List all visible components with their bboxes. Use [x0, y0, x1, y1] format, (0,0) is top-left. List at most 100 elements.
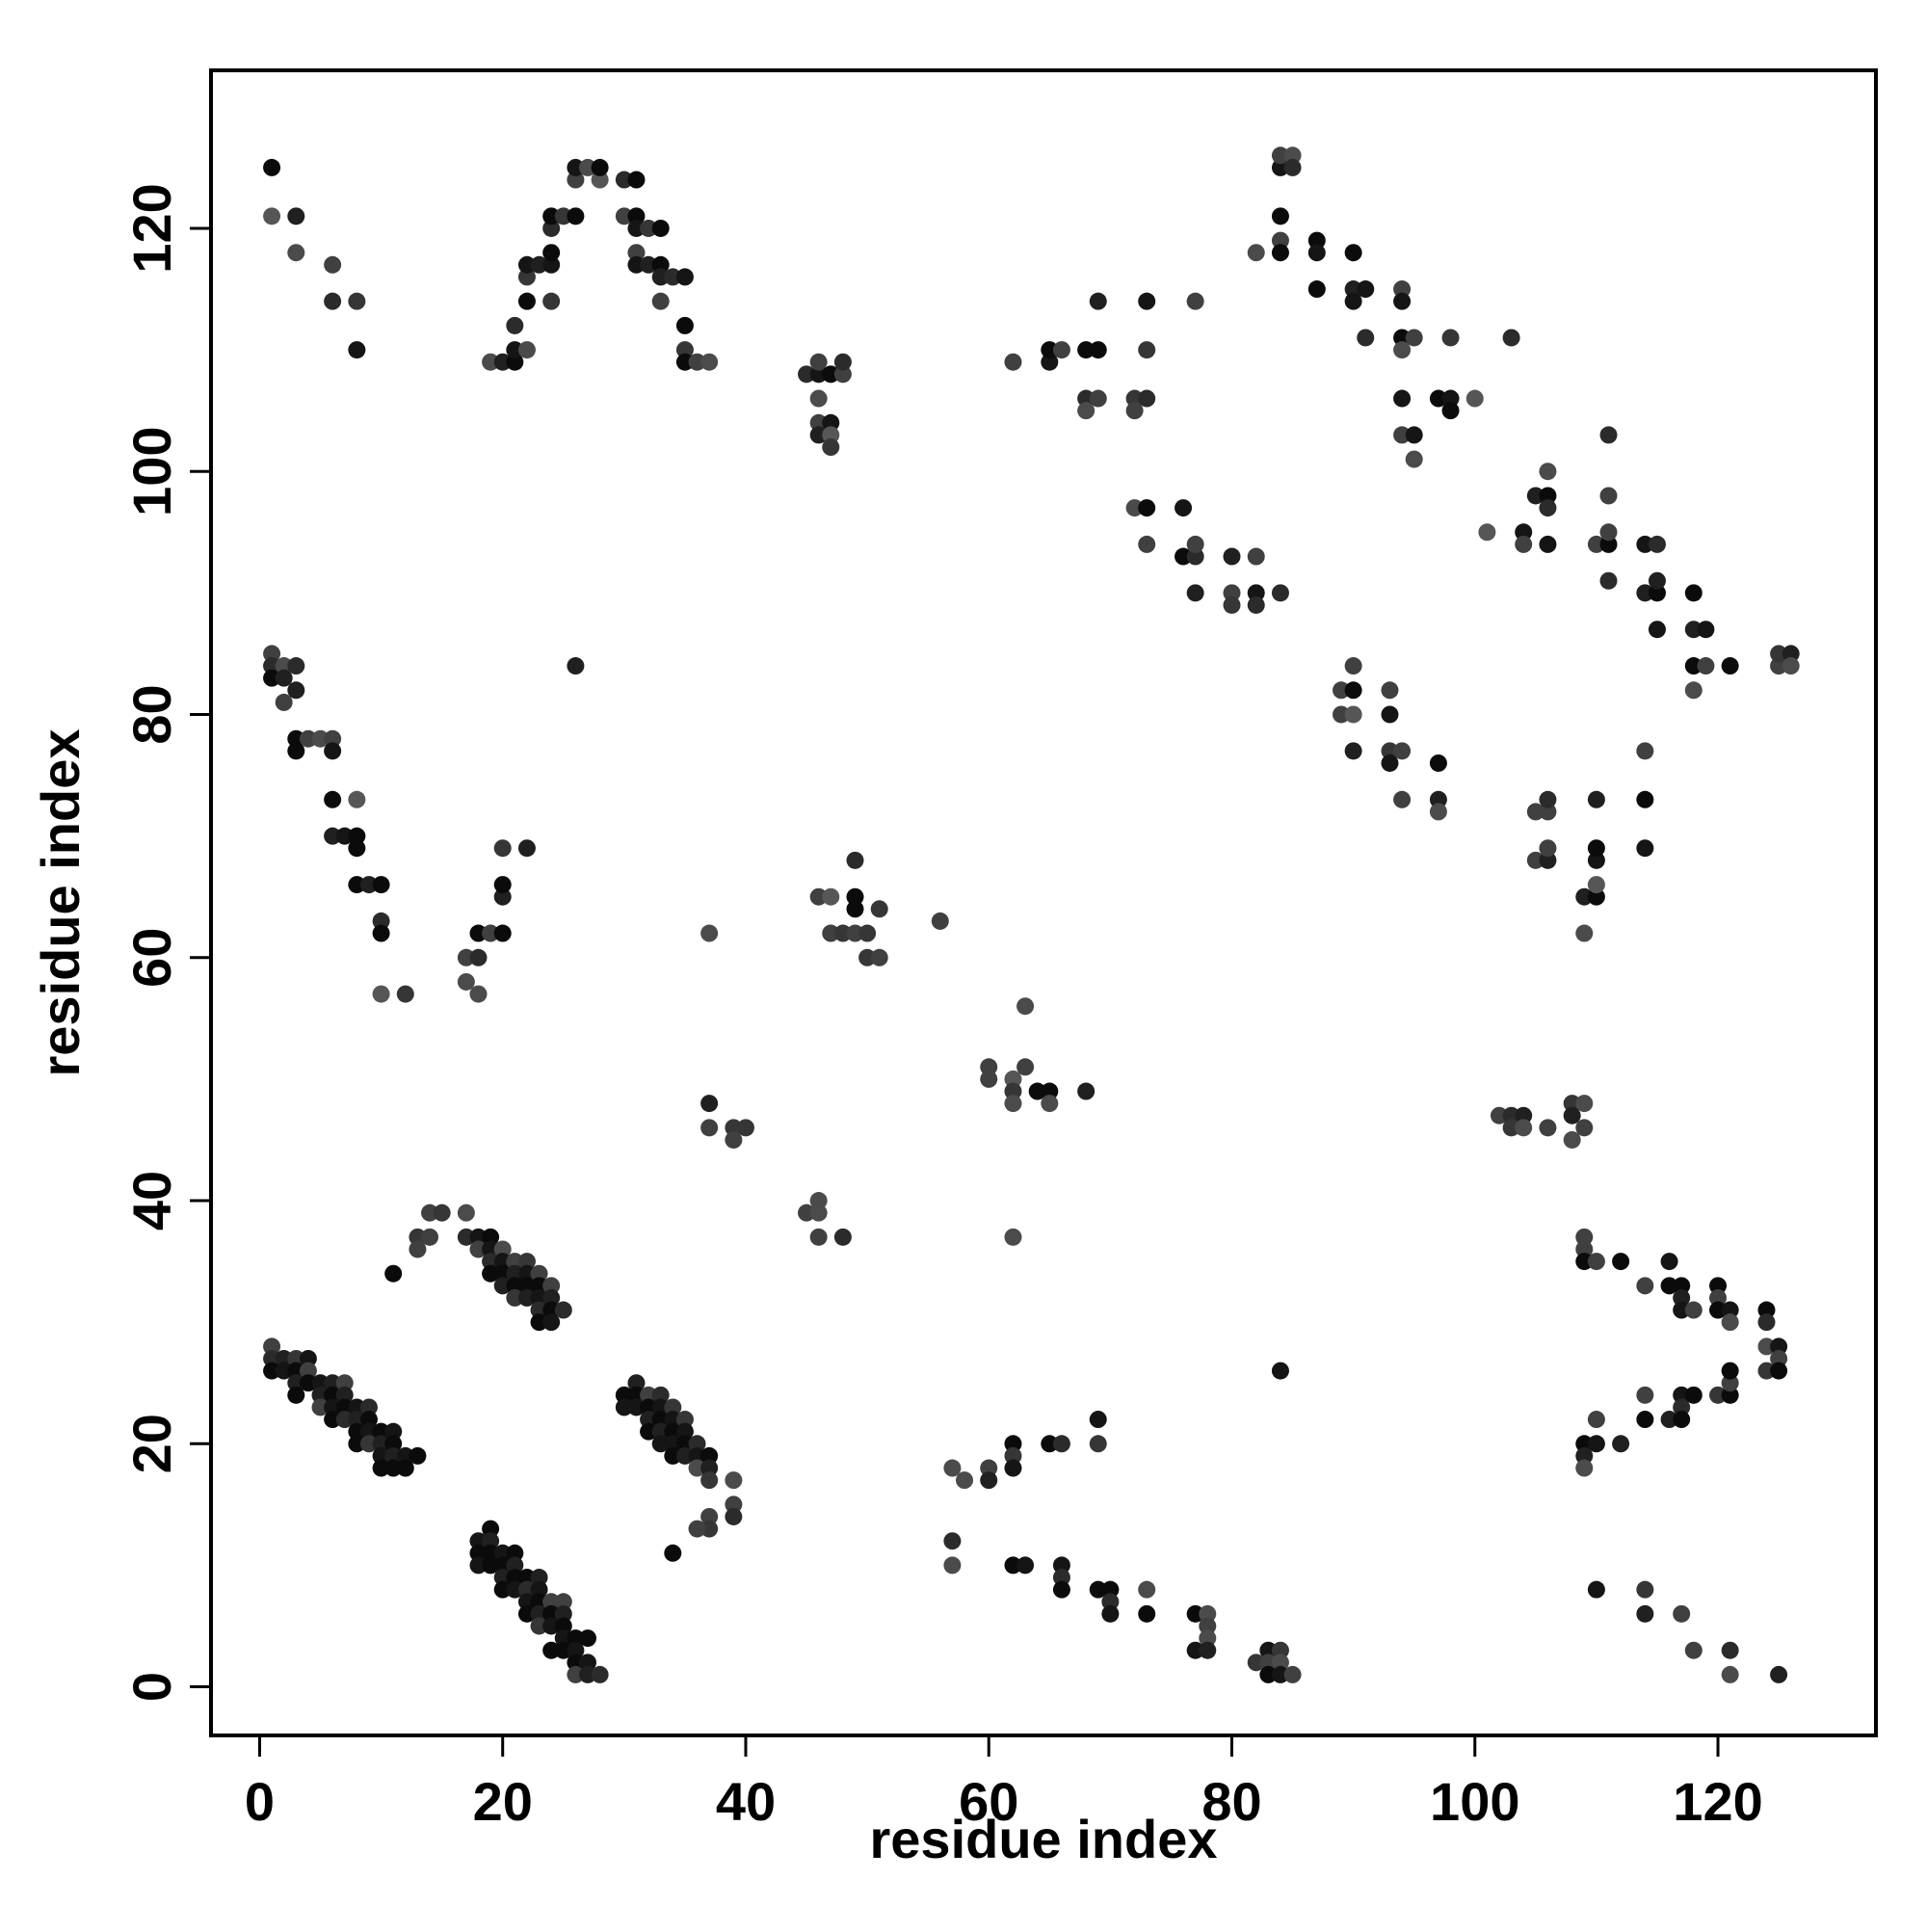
data-point — [311, 729, 330, 748]
data-point — [1077, 402, 1095, 420]
data-point — [469, 1556, 488, 1575]
data-point — [1697, 657, 1715, 675]
data-point — [1587, 876, 1605, 894]
data-point — [798, 365, 816, 384]
data-point — [1563, 1095, 1581, 1113]
data-point — [1515, 1106, 1533, 1125]
data-point — [1393, 292, 1412, 310]
data-point — [554, 1604, 572, 1623]
data-point — [1138, 389, 1156, 408]
data-point — [615, 1386, 633, 1404]
data-point — [409, 1228, 427, 1246]
x-axis-title: residue index — [869, 1809, 1217, 1869]
data-point — [372, 1422, 390, 1441]
data-point — [640, 1386, 658, 1404]
y-tick-label: 0 — [121, 1672, 182, 1702]
data-point — [1612, 1435, 1630, 1453]
data-point — [833, 365, 852, 384]
data-point — [1199, 1629, 1217, 1648]
data-point — [1660, 1253, 1678, 1271]
data-point — [1333, 681, 1351, 700]
data-point — [287, 657, 305, 675]
data-point — [1636, 1411, 1654, 1429]
data-point — [1770, 1337, 1788, 1356]
data-point — [554, 1593, 572, 1611]
y-tick-label: 120 — [121, 183, 182, 273]
data-point — [1393, 790, 1412, 808]
data-point — [700, 1471, 719, 1490]
data-point — [1004, 1556, 1022, 1575]
data-point — [396, 985, 414, 1003]
data-point — [651, 1411, 670, 1429]
data-point — [688, 1435, 706, 1453]
data-point — [1307, 280, 1326, 299]
data-point — [517, 1569, 536, 1587]
data-point — [457, 948, 475, 966]
data-point — [809, 1228, 828, 1246]
data-point — [1089, 292, 1107, 310]
data-point — [1660, 1411, 1678, 1429]
data-point — [1575, 1459, 1594, 1477]
data-point — [1539, 790, 1557, 808]
data-point — [1247, 547, 1265, 566]
data-point — [263, 207, 281, 225]
data-point — [651, 255, 670, 274]
data-point — [1575, 1095, 1594, 1113]
data-point — [263, 1337, 281, 1356]
data-point — [1782, 657, 1800, 675]
data-point — [372, 1459, 390, 1477]
data-point — [384, 1459, 403, 1477]
data-point — [409, 1240, 427, 1258]
data-point — [1575, 1253, 1594, 1271]
data-point — [372, 876, 390, 894]
data-point — [615, 171, 633, 189]
data-point — [517, 1288, 536, 1307]
data-point — [493, 1556, 512, 1575]
data-point — [1186, 535, 1204, 553]
data-point — [1636, 584, 1654, 602]
data-point — [1684, 1386, 1703, 1404]
data-point — [833, 924, 852, 942]
data-point — [1684, 681, 1703, 700]
data-point — [1028, 1082, 1046, 1100]
data-point — [615, 1398, 633, 1416]
data-point — [1636, 535, 1654, 553]
data-point — [664, 1422, 682, 1441]
data-point — [530, 1569, 548, 1587]
data-point — [324, 729, 342, 748]
y-tick-label: 20 — [121, 1414, 182, 1473]
data-point — [943, 1556, 962, 1575]
data-point — [1478, 523, 1496, 542]
data-point — [1587, 790, 1605, 808]
data-point — [530, 1593, 548, 1611]
data-point — [651, 1398, 670, 1416]
y-axis: 0 20 40 60 80 100 120 — [121, 183, 213, 1702]
data-point — [335, 1411, 354, 1429]
data-point — [335, 1398, 354, 1416]
data-point — [506, 1569, 524, 1587]
data-point — [506, 316, 524, 334]
data-point — [348, 292, 366, 310]
data-point — [1575, 1228, 1594, 1246]
data-point — [1052, 1435, 1070, 1453]
data-point — [1271, 146, 1289, 165]
data-point — [517, 1253, 536, 1271]
data-point — [640, 1398, 658, 1416]
data-point — [675, 353, 694, 371]
data-point — [1770, 645, 1788, 663]
data-point — [506, 1253, 524, 1271]
data-point — [1502, 1119, 1520, 1137]
data-point — [1673, 1277, 1691, 1295]
data-point — [1587, 1253, 1605, 1271]
data-point — [324, 790, 342, 808]
data-point — [359, 1411, 378, 1429]
data-point — [688, 1446, 706, 1465]
data-point — [1381, 742, 1399, 760]
data-point — [1660, 1277, 1678, 1295]
x-tick-label: 40 — [716, 1771, 776, 1832]
data-point — [348, 1398, 366, 1416]
data-point — [287, 742, 305, 760]
data-point — [1271, 231, 1289, 250]
data-point — [1333, 705, 1351, 724]
data-point — [1612, 1253, 1630, 1271]
